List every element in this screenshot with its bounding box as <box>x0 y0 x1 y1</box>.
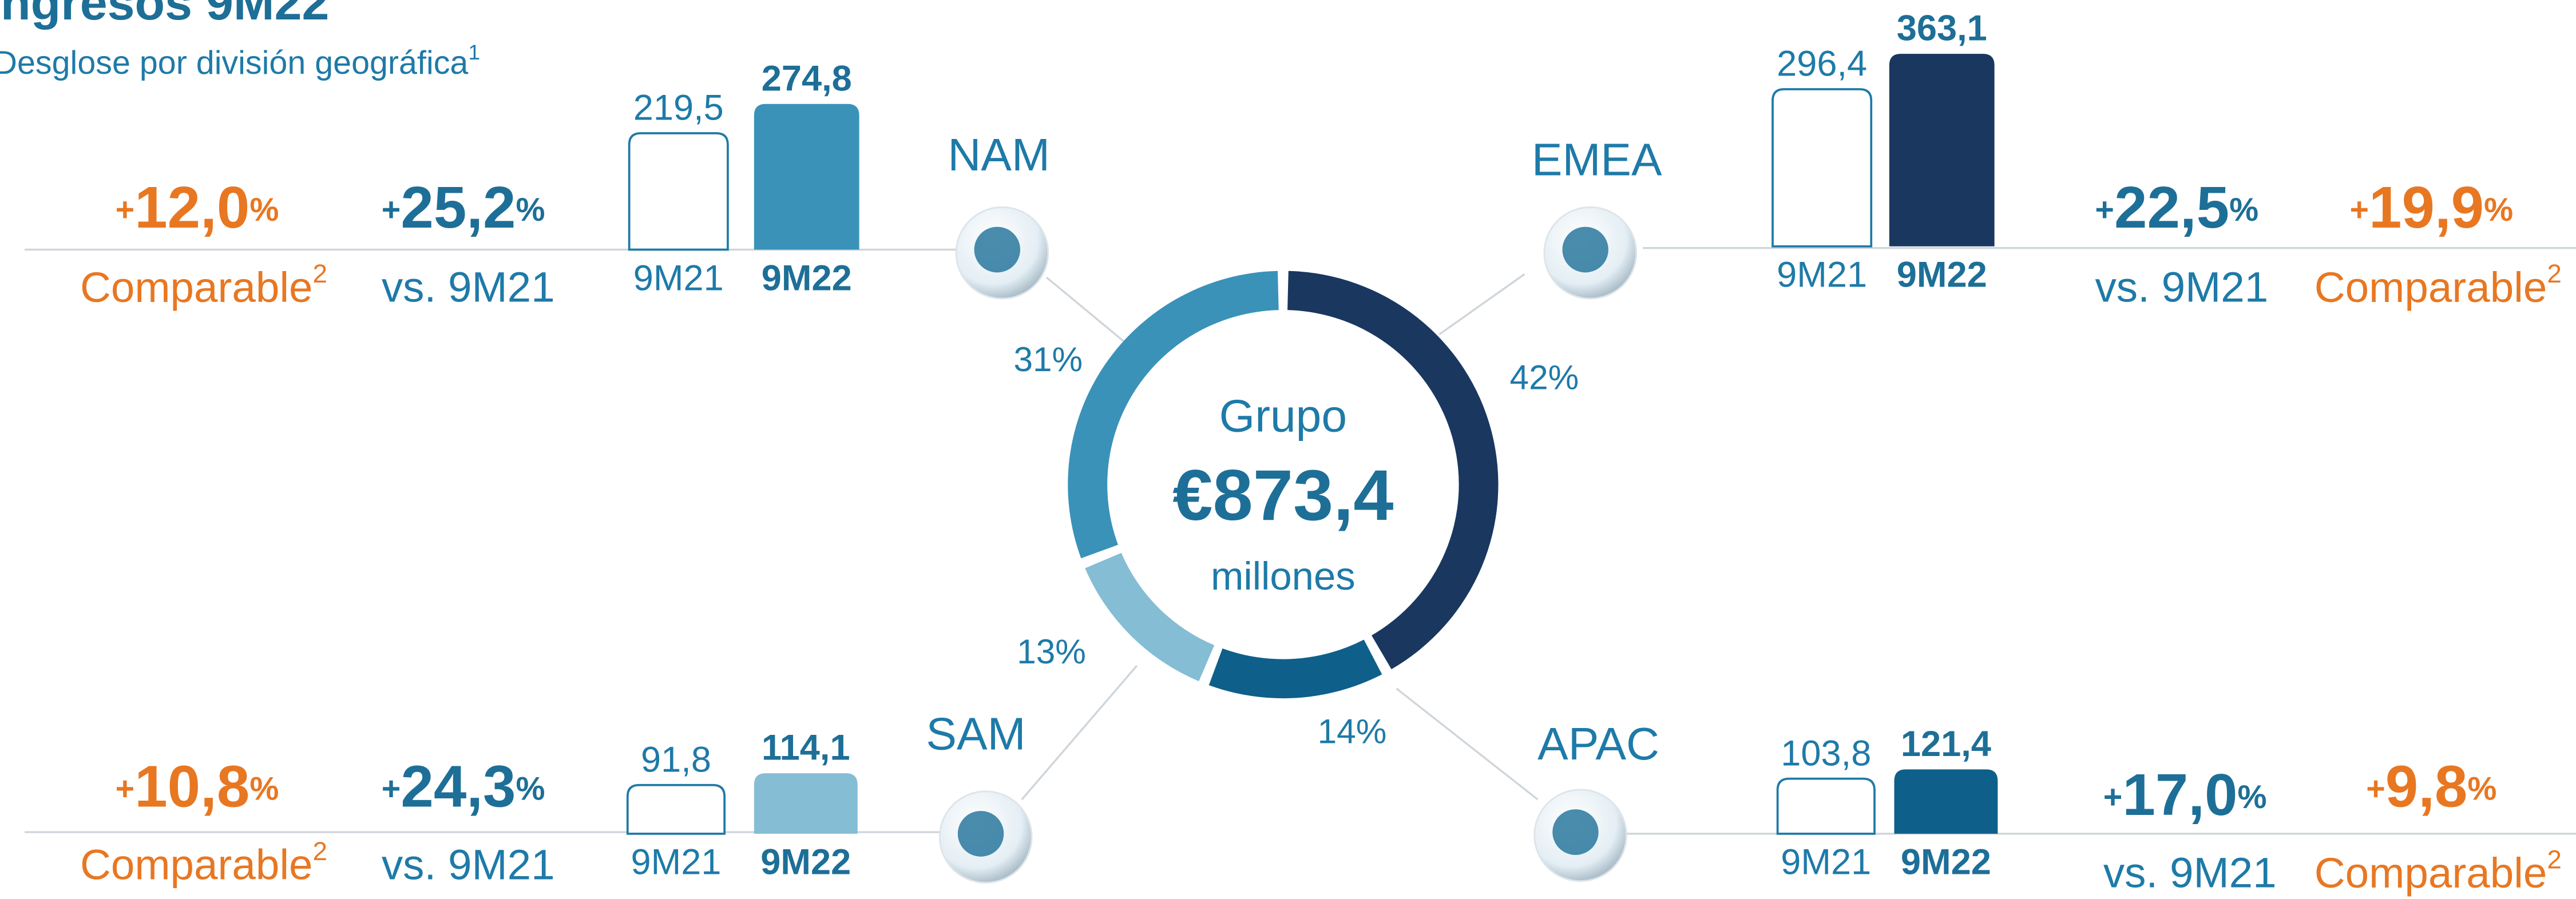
footnote: 1 <box>468 40 480 64</box>
bar <box>1772 88 1873 248</box>
bar-value-label: 91,8 <box>641 740 711 780</box>
bar-category: 9M21 <box>633 258 724 298</box>
bar <box>626 783 726 835</box>
growth-label: vs. 9M21 <box>2103 849 2277 897</box>
connectors <box>25 246 2576 835</box>
bar-category: 9M21 <box>631 842 721 882</box>
region-name: EMEA <box>1532 134 1662 185</box>
bar-value-label: 296,4 <box>1777 44 1867 84</box>
comparable: +12,0% <box>116 174 279 240</box>
percent-label: 31% <box>1013 340 1083 379</box>
comparable-text: Comparable <box>80 264 313 311</box>
percent-label: 14% <box>1318 713 1387 751</box>
bar-category: 9M22 <box>1901 842 1991 882</box>
comparable: +10,8% <box>116 754 279 820</box>
bar-value-label: 219,5 <box>633 88 724 128</box>
bar <box>1889 54 1995 246</box>
subtitle-text: Desglose por división geográfica <box>0 45 468 81</box>
bar <box>628 132 729 251</box>
center-label: Grupo <box>1219 390 1347 441</box>
comparable-label: Comparable2 <box>80 259 327 311</box>
region-name: APAC <box>1537 718 1659 769</box>
bar-value-label: 114,1 <box>762 728 850 768</box>
growth-label: vs. 9M21 <box>382 264 555 311</box>
bar <box>1776 777 1876 835</box>
donut-segment <box>1287 271 1499 670</box>
footnote: 2 <box>313 259 328 288</box>
center-unit: millones <box>1211 554 1356 598</box>
title: Ingresos 9M22 <box>0 0 329 30</box>
bar-category: 9M22 <box>1897 255 1987 295</box>
region-name: NAM <box>948 129 1050 180</box>
donut-segment <box>1068 271 1279 559</box>
globe-map <box>1562 226 1608 273</box>
growth: +25,2% <box>382 174 545 240</box>
bar-value-label: 103,8 <box>1781 733 1871 773</box>
comparable-text: Comparable <box>2315 264 2547 311</box>
growth: +24,3% <box>382 754 545 820</box>
comparable-text: Comparable <box>2315 849 2547 897</box>
comparable-label: Comparable2 <box>2315 845 2562 897</box>
comparable: +19,9% <box>2349 174 2513 240</box>
growth-label: vs. 9M21 <box>382 841 555 889</box>
bar <box>754 773 858 834</box>
bar-value-label: 363,1 <box>1897 9 1987 49</box>
donut-segment <box>1208 639 1382 699</box>
bar-category: 9M21 <box>1777 255 1867 295</box>
globe-map <box>957 810 1004 857</box>
comparable-label: Comparable2 <box>80 837 327 888</box>
donut-segment <box>1085 552 1215 682</box>
bar <box>1894 769 1998 834</box>
bar-category: 9M22 <box>762 258 852 298</box>
center-value: €873,4 <box>1172 455 1393 535</box>
growth-label: vs. 9M21 <box>2095 264 2268 311</box>
region-name: SAM <box>926 708 1025 759</box>
bar <box>754 104 859 250</box>
footnote: 2 <box>2547 845 2562 874</box>
bar-value-label: 274,8 <box>762 59 852 99</box>
comparable-label: Comparable2 <box>2315 259 2562 311</box>
bar-category: 9M22 <box>760 842 851 882</box>
growth: +22,5% <box>2095 174 2258 240</box>
subtitle: Desglose por división geográfica1 <box>0 40 480 81</box>
footnote: 2 <box>313 837 328 866</box>
footnote: 2 <box>2547 259 2562 288</box>
globe-map <box>1552 809 1599 855</box>
bar-value-label: 121,4 <box>1901 724 1991 764</box>
bar-category: 9M21 <box>1781 842 1871 882</box>
comparable-text: Comparable <box>80 841 313 889</box>
growth: +17,0% <box>2103 762 2267 828</box>
percent-label: 42% <box>1510 359 1579 397</box>
percent-label: 13% <box>1017 633 1086 671</box>
comparable: +9,8% <box>2366 754 2496 820</box>
globe-map <box>974 226 1020 273</box>
